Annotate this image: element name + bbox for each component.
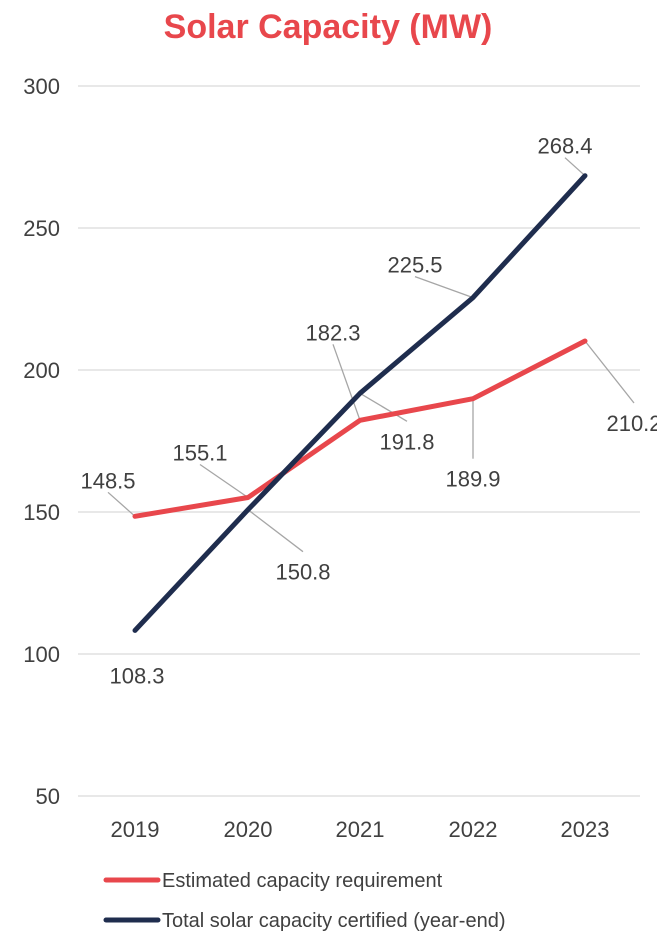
- leader-line: [359, 392, 408, 422]
- x-tick-label: 2021: [336, 817, 385, 842]
- y-tick-label: 150: [23, 500, 60, 525]
- legend-label: Estimated capacity requirement: [162, 870, 443, 892]
- gridlines: [78, 85, 640, 797]
- leader-line: [247, 509, 304, 553]
- data-label: 191.8: [379, 429, 434, 454]
- series-lines: [132, 173, 588, 633]
- data-labels: 148.5 155.1 182.3 189.9 210.2 108.3 150.8 191.8…: [80, 134, 657, 689]
- chart-title: Solar Capacity (MW): [164, 8, 493, 46]
- legend-label: Total solar capacity certified (year-end…: [162, 910, 505, 932]
- leader-line: [564, 157, 586, 177]
- leader-line: [414, 275, 474, 299]
- x-tick-label: 2022: [449, 817, 498, 842]
- leader-line: [332, 344, 361, 421]
- data-label: 150.8: [275, 560, 330, 585]
- leader-line: [199, 463, 249, 499]
- y-tick-label: 50: [36, 784, 60, 809]
- data-label: 189.9: [445, 467, 500, 492]
- series-line-estimated-requirement: [132, 338, 588, 519]
- series-line-total-certified: [132, 173, 588, 633]
- data-label: 268.4: [537, 134, 592, 159]
- y-tick-label: 300: [23, 74, 60, 99]
- data-label: 148.5: [80, 468, 135, 493]
- legend: Estimated capacity requirement Total sola…: [103, 870, 505, 932]
- data-label: 108.3: [109, 663, 164, 688]
- label-leader-lines: [107, 157, 635, 553]
- y-tick-label: 200: [23, 358, 60, 383]
- y-tick-label: 250: [23, 216, 60, 241]
- leader-line: [107, 491, 136, 517]
- data-label: 210.2: [606, 411, 657, 436]
- data-label: 225.5: [387, 253, 442, 278]
- x-axis: 2019 2020 2021 2022 2023: [111, 817, 610, 842]
- data-label: 182.3: [305, 320, 360, 345]
- x-tick-label: 2023: [561, 817, 610, 842]
- leader-line: [584, 340, 635, 404]
- y-axis: 50 100 150 200 250 300: [23, 74, 60, 809]
- x-tick-label: 2020: [224, 817, 273, 842]
- data-label: 155.1: [172, 441, 227, 466]
- x-tick-label: 2019: [111, 817, 160, 842]
- y-tick-label: 100: [23, 642, 60, 667]
